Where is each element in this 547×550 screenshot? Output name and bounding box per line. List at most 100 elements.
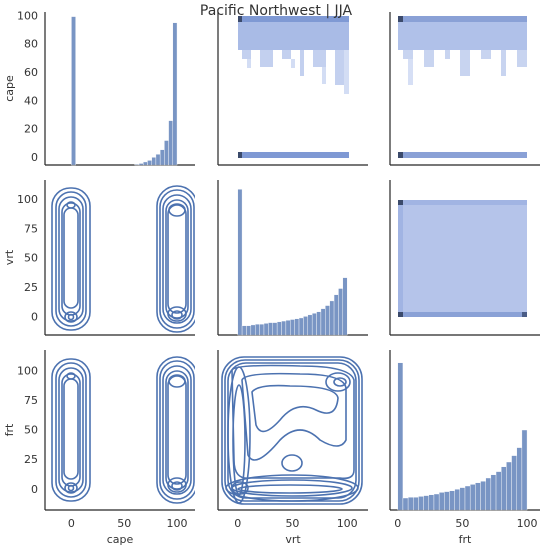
hist-bar: [151, 157, 157, 166]
hist-bar: [143, 161, 148, 166]
y-axis-label: frt: [3, 423, 16, 436]
hist-bar: [342, 277, 348, 336]
hist-bar: [268, 322, 273, 336]
hist-bar: [454, 489, 461, 511]
hist-bar: [506, 461, 512, 511]
y-tick-label: 100: [17, 364, 38, 377]
hist-bar: [272, 322, 278, 336]
title: Pacific Northwest | JJA: [200, 3, 353, 19]
hist-bar: [294, 318, 300, 336]
hist-bar: [495, 471, 502, 511]
hist-bar: [402, 497, 409, 511]
hist-bar: [449, 490, 455, 511]
hist-bar: [281, 320, 287, 336]
y-axis-label: vrt: [3, 249, 16, 265]
hist-bar: [480, 481, 486, 511]
hist-bar: [263, 323, 269, 336]
y-tick-label: 50: [24, 424, 38, 437]
x-tick-label: 50: [455, 517, 469, 530]
hist-bar: [521, 429, 528, 511]
hist-bar: [320, 308, 326, 336]
hist-bar: [303, 316, 308, 336]
hist-bar: [469, 484, 476, 511]
y-axis-label: cape: [3, 75, 16, 102]
hist2d-vrt-frt: [398, 200, 527, 317]
hist-bar: [407, 497, 414, 511]
hist-bar: [237, 189, 243, 336]
hist-bar: [259, 323, 265, 336]
x-tick-label: 100: [337, 517, 358, 530]
hist-bar: [413, 497, 419, 511]
hist-bar: [134, 164, 140, 166]
hist-bar: [475, 482, 481, 511]
kde-frt-cape: [51, 356, 195, 504]
hist-bar: [316, 311, 322, 336]
hist-bar: [459, 487, 466, 511]
hist-bar: [428, 494, 435, 511]
x-tick-label: 0: [234, 517, 241, 530]
hist-bar: [138, 163, 144, 166]
y-tick-label: 40: [24, 94, 38, 107]
hist-bar: [71, 16, 76, 166]
y-tick-label: 25: [24, 281, 38, 294]
hist-bar: [397, 362, 404, 511]
hist-bar: [155, 154, 161, 166]
y-tick-label: 100: [17, 193, 38, 206]
x-tick-label: 0: [394, 517, 401, 530]
hist-bar: [418, 496, 424, 511]
y-tick-label: 100: [17, 9, 38, 22]
y-tick-label: 75: [24, 222, 38, 235]
y-tick-label: 20: [24, 123, 38, 136]
hist-bar: [511, 455, 517, 511]
hist-bar: [516, 447, 523, 511]
hist-bar: [501, 466, 507, 511]
hist-bar: [338, 288, 344, 336]
hist-bar: [246, 325, 252, 336]
hist-bar: [464, 485, 471, 511]
y-tick-label: 0: [31, 310, 38, 323]
x-tick-label: 100: [517, 517, 538, 530]
hist-bar: [485, 477, 492, 511]
y-tick-label: 0: [31, 151, 38, 164]
kde-vrt-cape: [51, 185, 195, 333]
hist-bar: [423, 495, 429, 511]
y-tick-label: 80: [24, 38, 38, 51]
hist-bar: [159, 149, 165, 166]
hist-bar: [285, 320, 291, 336]
x-tick-label: 50: [285, 517, 299, 530]
hist-bar: [255, 323, 260, 336]
hist-bar: [329, 300, 335, 336]
y-tick-label: 60: [24, 66, 38, 79]
x-tick-label: 100: [167, 517, 188, 530]
y-tick-label: 75: [24, 394, 38, 407]
hist-bar: [444, 491, 450, 511]
y-tick-label: 25: [24, 453, 38, 466]
x-axis-label: frt: [459, 533, 472, 546]
y-tick-label: 50: [24, 252, 38, 265]
hist2d-cape-frt: [398, 16, 527, 158]
hist-bar: [172, 22, 178, 166]
hist-bar: [290, 319, 295, 336]
hist-bar: [250, 324, 256, 336]
hist-bar: [311, 313, 317, 336]
hist-bar: [164, 140, 169, 166]
hist-bar: [241, 325, 247, 336]
y-tick-label: 0: [31, 483, 38, 496]
x-tick-label: 50: [117, 517, 131, 530]
kde-frt-vrt: [221, 356, 363, 505]
hist-bar: [433, 493, 440, 511]
hist-bar: [325, 305, 330, 336]
hist-bar: [147, 160, 152, 166]
hist-bar: [490, 474, 497, 511]
x-tick-label: 0: [68, 517, 75, 530]
hist-bar: [307, 314, 313, 336]
hist-bar: [168, 120, 174, 166]
x-axis-label: cape: [107, 533, 134, 546]
hist-bar: [298, 317, 304, 336]
x-axis-label: vrt: [285, 533, 301, 546]
hist-bar: [438, 492, 445, 511]
hist-bar: [276, 321, 282, 336]
hist-bar: [333, 294, 339, 336]
hist2d-cape-vrt: [238, 16, 349, 158]
